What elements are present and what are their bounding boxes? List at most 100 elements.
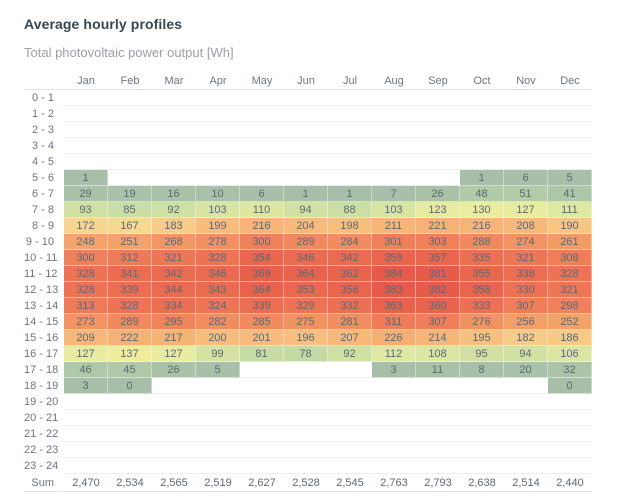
heatmap-cell: 221 [416, 218, 460, 234]
month-header-row: Jan Feb Mar Apr May Jun Jul Aug Sep Oct Nov Dec [24, 72, 592, 90]
chart-subtitle: Total photovoltaic power output [Wh] [24, 45, 234, 60]
heatmap-cell: 195 [460, 330, 504, 346]
sum-value: 2,638 [460, 474, 504, 492]
table-row: 22 - 23 [24, 442, 592, 458]
heatmap-cell: 103 [372, 202, 416, 218]
sum-label: Sum [24, 474, 64, 492]
heatmap-cell [548, 410, 592, 426]
heatmap-cell: 20 [504, 362, 548, 378]
heatmap-cell [372, 426, 416, 442]
heatmap-cell: 353 [284, 282, 328, 298]
heatmap-cell [196, 122, 240, 138]
heatmap-cell [460, 458, 504, 474]
sum-value: 2,545 [328, 474, 372, 492]
heatmap-cell [548, 154, 592, 170]
heatmap-cell: 93 [64, 202, 108, 218]
heatmap-cell: 137 [108, 346, 152, 362]
heatmap-cell: 1 [328, 186, 372, 202]
heatmap-cell: 362 [328, 266, 372, 282]
heatmap-cell: 7 [372, 186, 416, 202]
heatmap-cell: 182 [504, 330, 548, 346]
heatmap-cell: 312 [108, 250, 152, 266]
row-label: 14 - 15 [24, 315, 59, 328]
heatmap-cell [372, 378, 416, 394]
heatmap-cell: 95 [460, 346, 504, 362]
heatmap-cell: 216 [240, 218, 284, 234]
heatmap-cell: 298 [548, 298, 592, 314]
heatmap-cell: 130 [460, 202, 504, 218]
column-header: Feb [108, 72, 152, 90]
heatmap-cell: 282 [196, 314, 240, 330]
heatmap-cell: 251 [108, 234, 152, 250]
heatmap-cell: 94 [284, 202, 328, 218]
heatmap-cell: 92 [152, 202, 196, 218]
heatmap-cell [240, 426, 284, 442]
heatmap-cell [416, 170, 460, 186]
heatmap-cell: 301 [372, 234, 416, 250]
heatmap-cell: 333 [460, 298, 504, 314]
sum-value: 2,519 [196, 474, 240, 492]
table-row: 16 - 17 127 137 127 99 81 78 92 112 108 95 94 106 [24, 346, 592, 362]
row-label: 13 - 14 [24, 299, 59, 312]
row-label: 7 - 8 [31, 203, 54, 216]
heatmap-cell: 16 [152, 186, 196, 202]
heatmap-cell [108, 426, 152, 442]
heatmap-cell [504, 138, 548, 154]
heatmap-cell [240, 410, 284, 426]
heatmap-cell [416, 90, 460, 106]
heatmap-cell [504, 442, 548, 458]
row-label: 17 - 18 [24, 363, 59, 376]
heatmap-cell: 26 [416, 186, 460, 202]
sum-row: Sum 2,470 2,534 2,565 2,519 2,627 2,528 2,545 2,… [24, 474, 592, 492]
heatmap-cell: 278 [196, 234, 240, 250]
heatmap-cell [108, 106, 152, 122]
sum-value: 2,470 [64, 474, 108, 492]
heatmap-cell [152, 378, 196, 394]
heatmap-cell [460, 106, 504, 122]
heatmap-cell: 252 [548, 314, 592, 330]
heatmap-cell [548, 458, 592, 474]
header-row: Jan Feb Mar Apr May Jun Jul Aug Sep Oct Nov Dec [24, 72, 592, 90]
heatmap-cell [460, 138, 504, 154]
table-row: 11 - 12 328 341 342 346 369 364 362 384 381 355 338… [24, 266, 592, 282]
heatmap-cell [196, 442, 240, 458]
heatmap-cell: 321 [504, 250, 548, 266]
heatmap-cell: 354 [240, 250, 284, 266]
heatmap-cell [328, 138, 372, 154]
heatmap-cell [328, 90, 372, 106]
heatmap-cell: 346 [196, 266, 240, 282]
column-header: Aug [372, 72, 416, 90]
column-header: Dec [548, 72, 592, 90]
heatmap-cell [240, 138, 284, 154]
heatmap-cell [548, 122, 592, 138]
heatmap-cell [64, 122, 108, 138]
heatmap-cell [240, 378, 284, 394]
table-row: 3 - 4 [24, 138, 592, 154]
heatmap-cell [328, 170, 372, 186]
table-row: 0 - 1 [24, 90, 592, 106]
heatmap-cell: 328 [64, 266, 108, 282]
sum-value: 2,528 [284, 474, 328, 492]
heatmap-cell [108, 122, 152, 138]
heatmap-cell: 110 [240, 202, 284, 218]
heatmap-cell [240, 106, 284, 122]
heatmap-cell: 383 [372, 282, 416, 298]
heatmap-cell: 6 [504, 170, 548, 186]
heatmap-cell: 307 [416, 314, 460, 330]
heatmap-cell [108, 154, 152, 170]
heatmap-cell [152, 154, 196, 170]
heatmap-cell: 328 [196, 250, 240, 266]
heatmap-cell [372, 154, 416, 170]
heatmap-cell: 369 [240, 266, 284, 282]
table-row: 8 - 9 172 167 183 199 216 204 198 211 221 216 208 19… [24, 218, 592, 234]
heatmap-cell [284, 426, 328, 442]
heatmap-cell [504, 122, 548, 138]
heatmap-cell: 1 [284, 186, 328, 202]
heatmap-cell: 356 [328, 282, 372, 298]
heatmap-cell [284, 106, 328, 122]
table-row: 15 - 16 209 222 217 200 201 196 207 226 214 195 182… [24, 330, 592, 346]
heatmap-cell [460, 378, 504, 394]
heatmap-cell: 222 [108, 330, 152, 346]
heatmap-cell [152, 90, 196, 106]
heatmap-cell: 201 [240, 330, 284, 346]
